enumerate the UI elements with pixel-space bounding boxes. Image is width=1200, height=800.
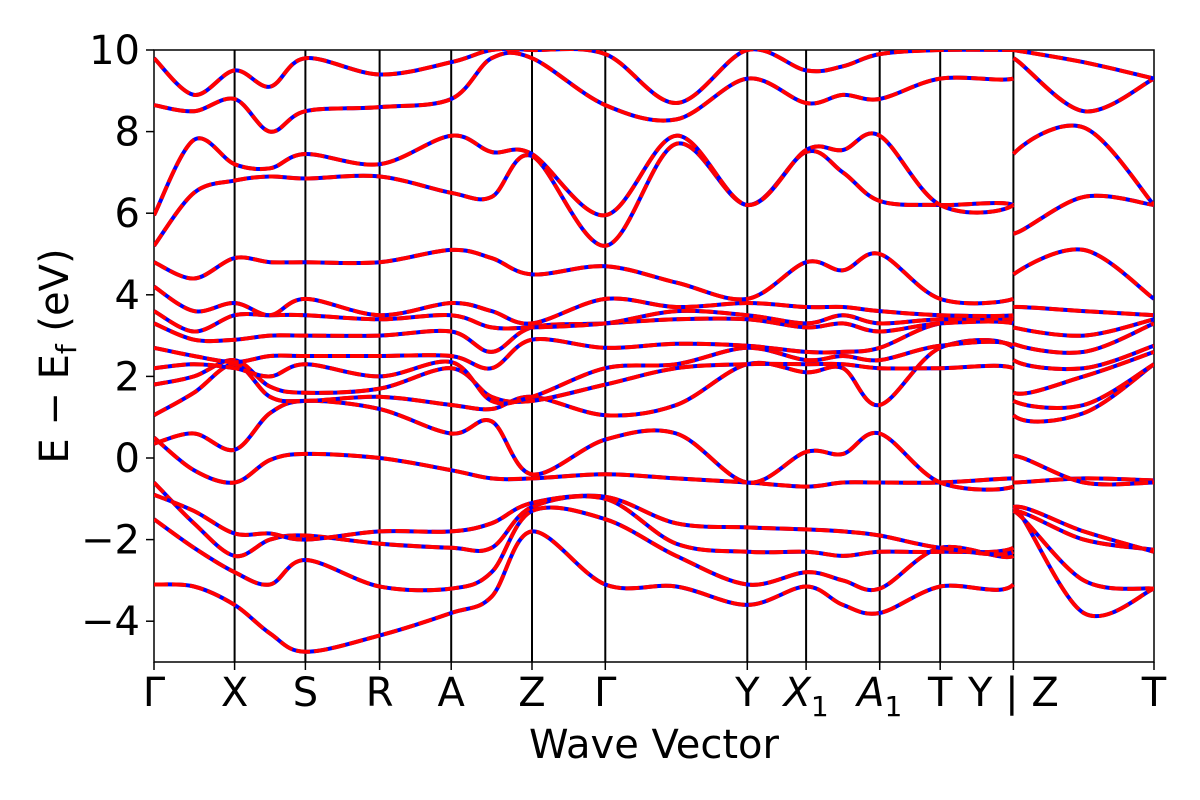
x-tick-label: Y | Z	[967, 670, 1059, 716]
band-line-overlay	[154, 505, 1154, 654]
band-line-overlay	[154, 141, 1154, 248]
band-line-overlay	[154, 317, 1154, 372]
x-tick-label: R	[366, 670, 394, 716]
band-line-overlay	[154, 338, 1154, 424]
y-axis-label-unit: (eV)	[32, 248, 78, 344]
x-tick-label: Y	[734, 670, 760, 716]
band-line-overlay	[154, 492, 1154, 557]
x-tick-label: Γ	[143, 670, 166, 716]
y-tick-label: 6	[115, 191, 140, 237]
x-tick-label: Γ	[594, 670, 617, 716]
x-tick-label: T	[927, 670, 953, 716]
band-line-overlay	[154, 50, 1154, 134]
y-tick-label: −4	[81, 599, 140, 645]
y-tick-label: 2	[115, 354, 140, 400]
band-line-overlay	[154, 339, 1154, 406]
band-line-overlay	[154, 436, 1154, 489]
x-tick-label: A	[438, 670, 466, 716]
band-line-overlay	[154, 123, 1154, 218]
band-line-reference	[154, 338, 1154, 424]
plot-frame	[153, 49, 1155, 663]
y-tick-label: 10	[89, 28, 140, 74]
x-tick-label: X	[221, 670, 248, 716]
band-line-overlay	[154, 358, 1154, 411]
band-line-reference	[154, 141, 1154, 248]
x-axis-label: Wave Vector	[529, 722, 780, 768]
x-tick-label: S	[293, 670, 318, 716]
band-line-overlay	[154, 50, 1154, 106]
band-line-overlay	[154, 247, 1154, 306]
x-tick-label: Z	[518, 670, 545, 716]
band-line-overlay	[154, 284, 1154, 326]
band-line-overlay	[154, 505, 1154, 593]
y-tick-label: 0	[115, 436, 140, 482]
x-tick-label: A1	[854, 670, 902, 723]
y-axis-label-subscript: f	[50, 343, 83, 354]
y-axis-label-main: E − E	[32, 354, 78, 464]
y-axis-label: E − Ef (eV)	[32, 248, 83, 463]
x-axis: Γ X S R A Z Γ Y X1 A1 T Y | Z T	[143, 662, 1167, 723]
x-tick-label: T	[1141, 670, 1167, 716]
y-tick-label: 4	[115, 273, 140, 319]
y-tick-label: −2	[81, 518, 140, 564]
band-line-overlay	[154, 398, 1154, 492]
bands-layer	[154, 50, 1154, 654]
y-tick-label: 8	[115, 110, 140, 156]
y-axis: −4 −2 0 2 4 6 8 10	[81, 28, 154, 645]
band-line-overlay	[154, 316, 1154, 355]
x-tick-label: X1	[781, 670, 828, 723]
